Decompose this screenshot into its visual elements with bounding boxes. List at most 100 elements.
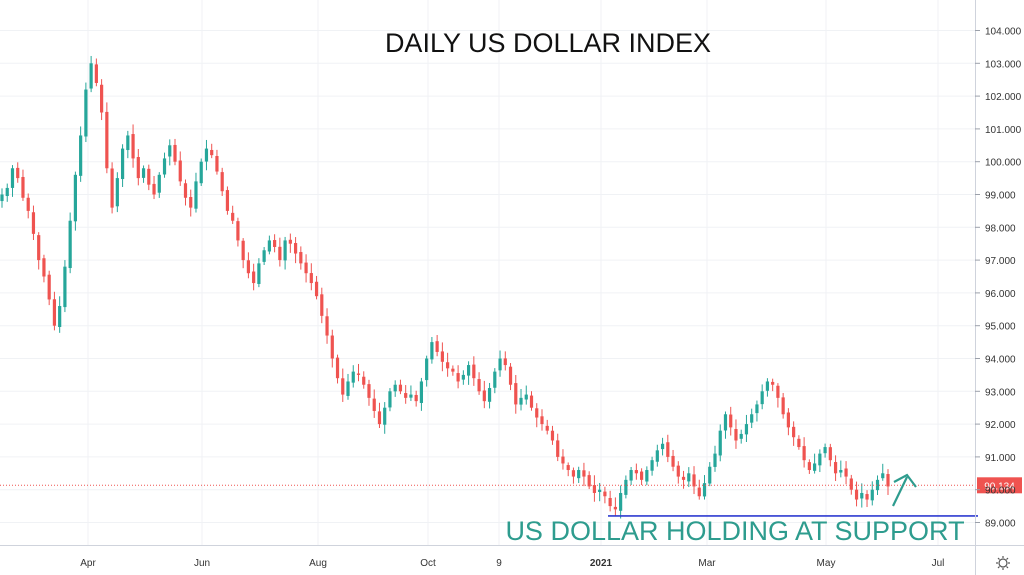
up-arrow-icon [893, 473, 917, 488]
candle-body [508, 366, 513, 385]
candle-body [666, 442, 670, 457]
candle-body [0, 194, 4, 202]
candle-body [404, 393, 408, 398]
candle-body [456, 373, 460, 382]
candle-body [577, 470, 581, 479]
candle-body [854, 489, 859, 500]
candle-body [267, 240, 271, 252]
candle-body [283, 240, 287, 261]
candle-body [687, 473, 691, 482]
time-tick-label: Apr [80, 558, 96, 569]
candle-body [655, 450, 659, 462]
price-tick-label: 92.000 [985, 420, 1016, 431]
candle-body [246, 260, 251, 274]
candle-body [100, 84, 104, 113]
candle-body [697, 487, 701, 497]
candle-body [844, 468, 848, 477]
time-tick-label: 9 [496, 558, 502, 569]
price-tick-label: 97.000 [985, 256, 1016, 267]
candle-body [875, 479, 880, 491]
candle-body [472, 364, 476, 379]
last-price-tag [977, 477, 1022, 494]
candle-body [257, 263, 261, 284]
candle-body [314, 281, 319, 297]
candle-body [671, 455, 675, 467]
candle-body [393, 384, 397, 392]
candle-body [498, 358, 502, 371]
candle-body [550, 430, 555, 441]
candle-body [781, 397, 785, 415]
candle-body [189, 197, 193, 208]
candle-body [886, 474, 890, 487]
candle-body [435, 341, 439, 352]
candle-body [162, 158, 167, 175]
candle-body [204, 148, 209, 162]
candle-body [157, 174, 161, 193]
time-tick-label: 2021 [590, 558, 613, 569]
candle-body [624, 479, 628, 495]
candle-body [288, 239, 292, 244]
candle-body [514, 383, 518, 405]
candle-body [225, 190, 230, 211]
candle-body [105, 111, 109, 169]
candle-body [409, 394, 413, 398]
candle-body [430, 342, 434, 360]
candle-body [750, 414, 754, 423]
candle-body [231, 212, 235, 221]
candle-body [47, 274, 51, 300]
candle-body [797, 438, 801, 448]
candle-body [765, 381, 770, 391]
candle-body [786, 412, 790, 428]
candle-body [372, 398, 376, 411]
candle-body [299, 252, 303, 264]
candle-body [482, 390, 486, 402]
candle-body [629, 470, 633, 481]
candle-body [598, 489, 602, 492]
candle-body [52, 299, 57, 326]
candle-body [262, 250, 266, 262]
candle-body [582, 470, 586, 477]
candle-body [115, 178, 119, 207]
candle-body [199, 161, 203, 184]
candle-body [16, 167, 20, 179]
candle-body [723, 414, 728, 431]
candle-body [561, 456, 565, 464]
time-tick-label: Aug [309, 558, 327, 569]
price-tick-label: 102.000 [985, 92, 1022, 103]
candle-body [183, 183, 188, 198]
candle-body [823, 447, 827, 454]
candle-body [566, 465, 570, 471]
price-tick-label: 94.000 [985, 355, 1016, 366]
candle-body [870, 489, 874, 501]
price-tick-label: 98.000 [985, 223, 1016, 234]
candle-body [110, 168, 114, 208]
candle-body [440, 351, 444, 362]
candle-body [477, 379, 481, 392]
candle-body [771, 381, 775, 385]
candle-body [42, 258, 46, 277]
last-price-label: 90.134 [984, 481, 1015, 492]
candle-body [210, 149, 214, 156]
candle-body [362, 376, 366, 385]
candle-body [309, 273, 313, 284]
candle-body [356, 373, 361, 375]
candle-body [241, 240, 245, 261]
candle-body [383, 407, 387, 425]
candle-body [94, 64, 98, 83]
candle-body [451, 368, 455, 372]
candle-body [676, 465, 680, 477]
settings-icon[interactable] [996, 556, 1010, 570]
candle-body [346, 381, 350, 396]
price-tick-label: 99.000 [985, 191, 1016, 202]
candle-body [608, 497, 612, 507]
candle-body [466, 365, 471, 376]
candle-body [802, 446, 806, 461]
candle-body [645, 470, 649, 482]
price-tick-label: 100.000 [985, 158, 1022, 169]
candle-body [487, 388, 492, 402]
time-axis: Apr Jun Aug Oct 9 2021 Mar May Jul [80, 558, 944, 569]
candle-body [278, 246, 282, 261]
candle-body [425, 358, 429, 381]
candle-body [273, 240, 277, 247]
candle-body [141, 168, 146, 178]
